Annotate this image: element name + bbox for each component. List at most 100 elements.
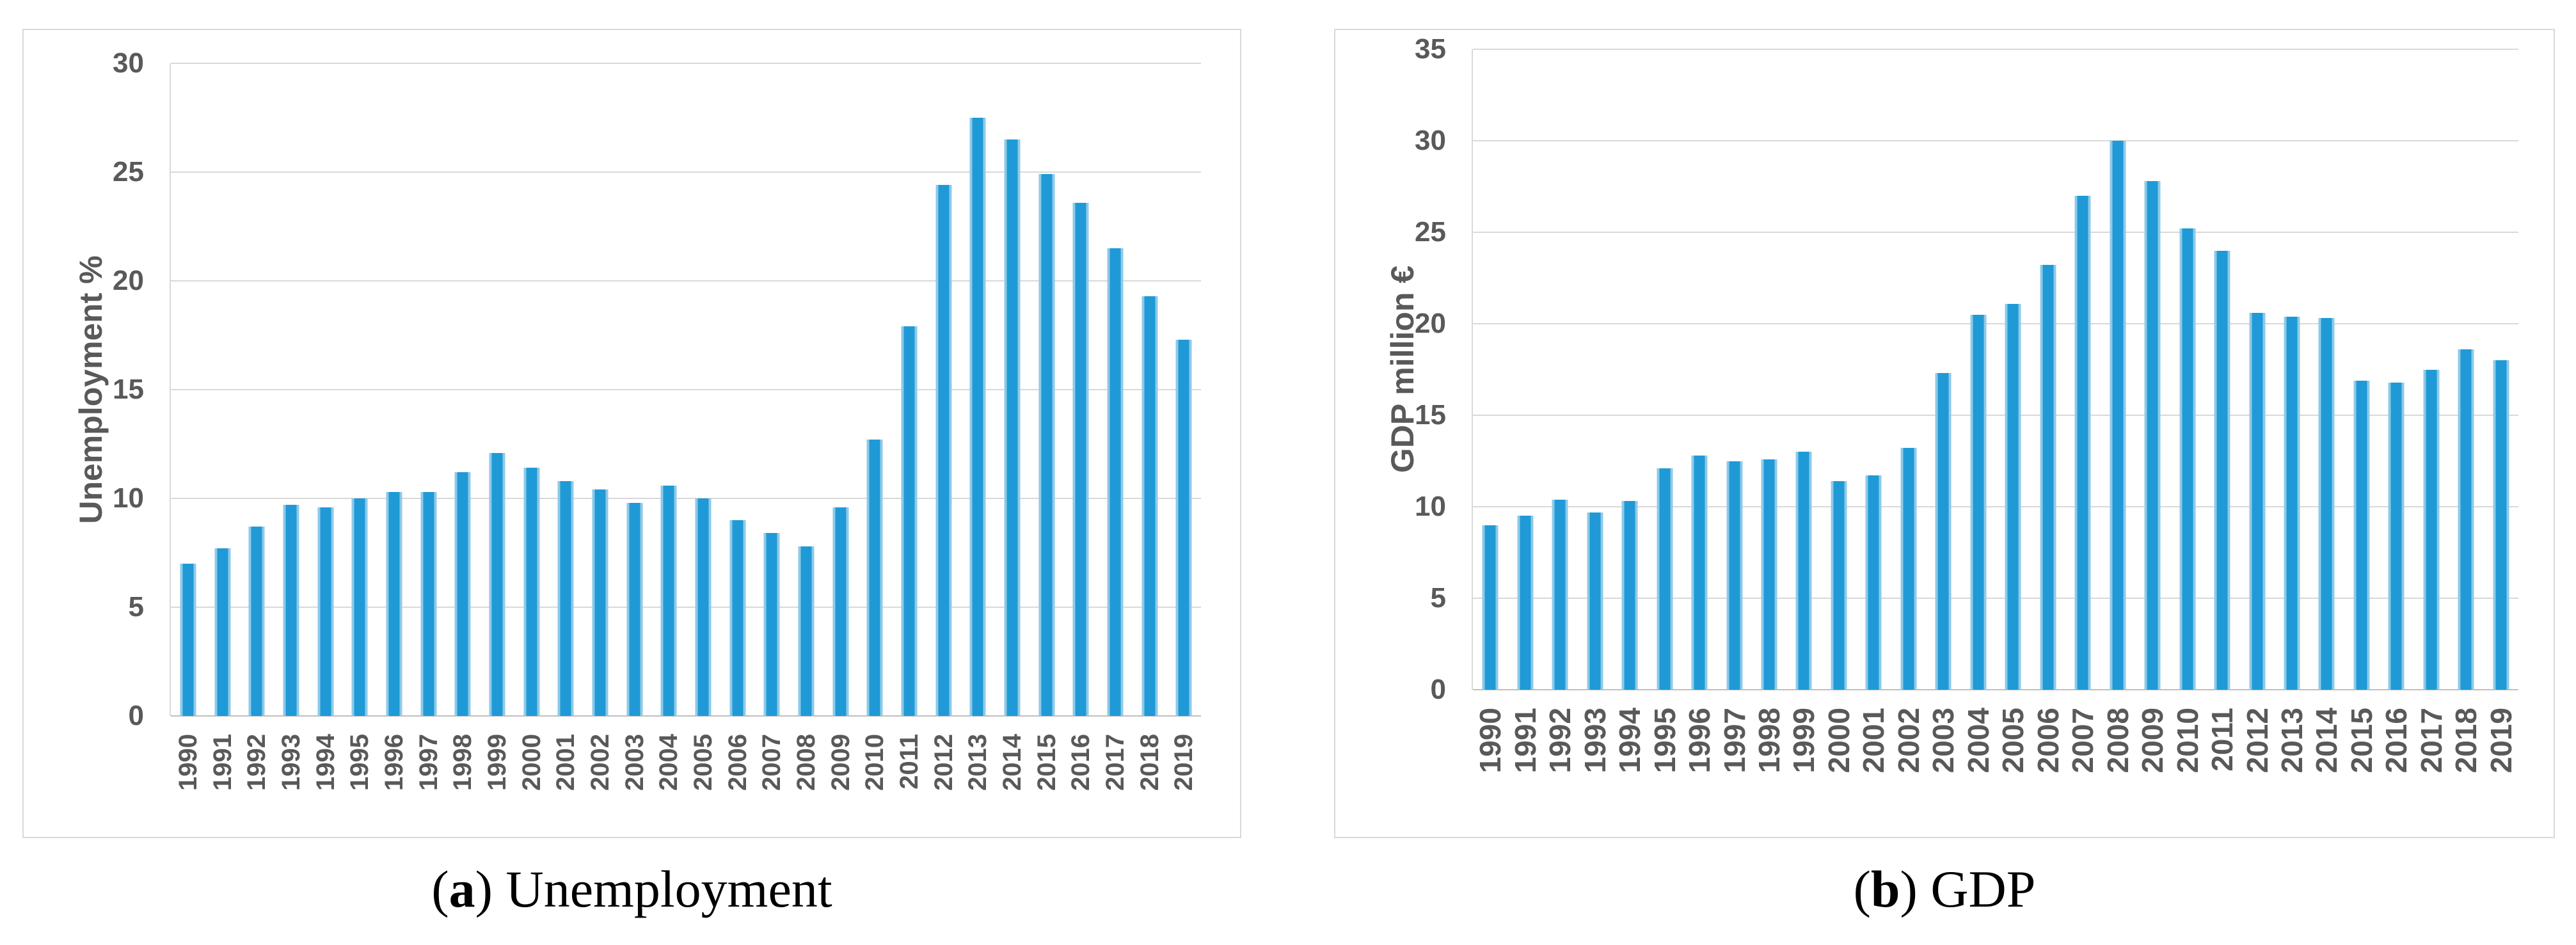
bar-1991 (214, 548, 230, 716)
bar-1997 (1726, 461, 1742, 690)
bar-2018 (2458, 349, 2474, 690)
bar-1999 (489, 452, 505, 716)
x-tick-label-2001: 2001 (1857, 708, 1891, 774)
bar-1999 (1795, 452, 1812, 690)
bar-2007 (2074, 195, 2091, 690)
bar-2015 (1038, 174, 1054, 716)
x-tick-label-2003: 2003 (620, 734, 649, 791)
x-tick-label-2009: 2009 (2136, 708, 2170, 774)
bar-2016 (1072, 202, 1089, 716)
y-tick-label-20: 20 (1415, 308, 1446, 339)
gridline-20 (1473, 323, 2518, 324)
bar-1991 (1517, 516, 1534, 690)
x-tick-label-2003: 2003 (1927, 708, 1960, 774)
bar-1994 (1621, 501, 1638, 690)
x-tick-label-1996: 1996 (1683, 708, 1717, 774)
x-tick-label-2014: 2014 (998, 734, 1026, 791)
x-tick-label-1992: 1992 (242, 734, 271, 791)
gridline-5 (1473, 598, 2518, 599)
caption-a: (a) Unemployment (22, 860, 1241, 918)
x-tick-label-1994: 1994 (1613, 708, 1647, 774)
x-tick-label-2012: 2012 (929, 734, 958, 791)
x-tick-label-2007: 2007 (758, 734, 786, 791)
x-tick-label-1995: 1995 (346, 734, 374, 791)
bar-2008 (2110, 141, 2126, 690)
bar-2009 (832, 507, 848, 716)
x-tick-label-2017: 2017 (1101, 734, 1129, 791)
y-tick-label-20: 20 (113, 265, 144, 296)
x-tick-label-2001: 2001 (552, 734, 580, 791)
bar-2004 (660, 485, 677, 716)
y-axis-title-gdp: GDP million € (1385, 265, 1420, 473)
y-tick-label-0: 0 (1430, 674, 1446, 705)
y-axis-line (170, 63, 171, 716)
x-tick-label-2018: 2018 (1135, 734, 1164, 791)
x-tick-label-2000: 2000 (1822, 708, 1856, 774)
x-axis-line (171, 715, 1201, 717)
bar-2018 (1141, 296, 1157, 716)
gridline-30 (171, 63, 1201, 64)
caption-a-letter: a (449, 860, 475, 918)
bar-1996 (386, 491, 402, 716)
bar-1993 (1587, 512, 1603, 690)
x-tick-label-2014: 2014 (2310, 708, 2344, 774)
bar-2002 (592, 489, 608, 716)
bar-1998 (454, 472, 471, 716)
chart-panel-gdp: GDP million € 0 5 10 15 20 25 30 35 1990 1991 1992… (1334, 29, 2555, 838)
x-tick-label-2018: 2018 (2449, 708, 2483, 774)
x-tick-label-2013: 2013 (964, 734, 992, 791)
x-tick-label-2004: 2004 (1961, 708, 1995, 774)
bar-2004 (1970, 314, 1987, 690)
bar-2010 (2179, 228, 2196, 690)
caption-a-close-paren: ) (475, 860, 493, 918)
y-axis-line (1472, 49, 1473, 690)
bar-1993 (283, 505, 299, 716)
x-tick-label-2019: 2019 (1170, 734, 1198, 791)
x-tick-label-2008: 2008 (2101, 708, 2135, 774)
x-tick-label-2002: 2002 (1891, 708, 1925, 774)
caption-a-open-paren: ( (431, 860, 449, 918)
bar-2006 (2040, 265, 2056, 690)
bar-2001 (557, 480, 574, 716)
bar-2016 (2388, 382, 2405, 690)
bar-2014 (2318, 318, 2335, 690)
bar-2015 (2353, 380, 2370, 690)
bar-2019 (2493, 360, 2509, 690)
gridline-35 (1473, 49, 2518, 50)
x-tick-label-1990: 1990 (1474, 708, 1507, 774)
x-tick-label-1998: 1998 (1752, 708, 1786, 774)
bar-2000 (523, 468, 539, 716)
x-tick-label-1994: 1994 (311, 734, 340, 791)
x-tick-label-1999: 1999 (482, 734, 511, 791)
y-tick-label-25: 25 (113, 156, 144, 187)
y-tick-label-25: 25 (1415, 216, 1446, 248)
bar-2017 (1107, 248, 1124, 716)
bar-2003 (1935, 373, 1952, 690)
x-tick-label-2008: 2008 (791, 734, 820, 791)
x-axis-line (1473, 689, 2518, 690)
bar-2003 (626, 502, 642, 716)
x-tick-label-2000: 2000 (517, 734, 546, 791)
gridline-30 (1473, 140, 2518, 141)
y-tick-label-35: 35 (1415, 33, 1446, 65)
x-tick-label-2005: 2005 (1996, 708, 2030, 774)
bar-1995 (1657, 468, 1673, 690)
bar-2006 (729, 520, 745, 716)
gridline-20 (171, 280, 1201, 282)
gridline-10 (1473, 506, 2518, 507)
y-tick-label-10: 10 (1415, 491, 1446, 522)
caption-a-label: Unemployment (505, 860, 832, 918)
bar-2005 (2005, 303, 2021, 690)
gridline-25 (171, 171, 1201, 173)
gridline-10 (171, 498, 1201, 499)
x-tick-label-1999: 1999 (1787, 708, 1821, 774)
x-tick-label-1991: 1991 (1508, 708, 1542, 774)
bar-2002 (1900, 448, 1917, 690)
gridline-5 (171, 607, 1201, 608)
x-tick-label-2007: 2007 (2066, 708, 2100, 774)
x-tick-label-2011: 2011 (2206, 708, 2239, 772)
bar-2001 (1865, 475, 1882, 690)
caption-b-close-paren: ) (1900, 860, 1918, 918)
bar-2007 (763, 533, 780, 716)
